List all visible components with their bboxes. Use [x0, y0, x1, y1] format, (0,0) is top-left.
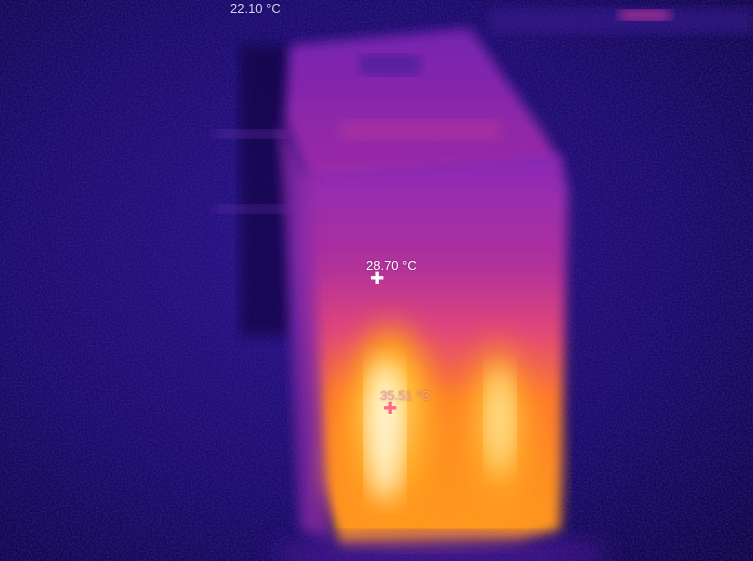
- crosshair-plus-icon: ✚: [370, 269, 385, 288]
- center-temperature-label: 28.70 °C: [366, 258, 417, 273]
- max-temperature-label: 35.51 °C: [380, 388, 431, 403]
- crosshair-plus-icon: ✚: [383, 399, 398, 418]
- min-temperature-label: 22.10 °C: [230, 1, 281, 16]
